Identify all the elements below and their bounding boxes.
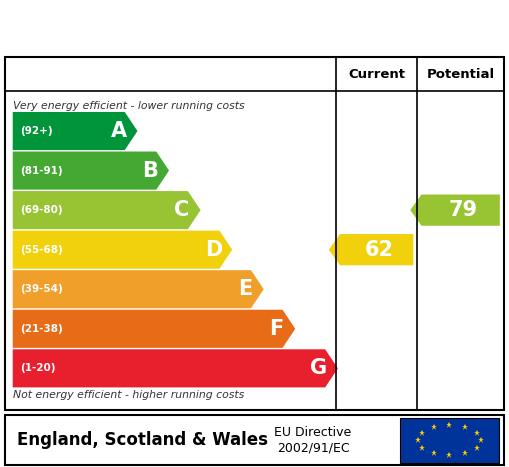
Text: A: A bbox=[110, 121, 127, 141]
Text: (39-54): (39-54) bbox=[20, 284, 63, 294]
Polygon shape bbox=[13, 270, 264, 308]
Text: (81-91): (81-91) bbox=[20, 166, 63, 176]
Text: Potential: Potential bbox=[427, 68, 495, 81]
Text: (21-38): (21-38) bbox=[20, 324, 63, 334]
Text: E: E bbox=[238, 279, 252, 299]
Polygon shape bbox=[13, 310, 295, 348]
Text: 62: 62 bbox=[365, 240, 393, 260]
Text: C: C bbox=[174, 200, 189, 220]
Polygon shape bbox=[13, 151, 169, 190]
Text: D: D bbox=[205, 240, 222, 260]
Text: Current: Current bbox=[348, 68, 405, 81]
Polygon shape bbox=[13, 191, 201, 229]
Polygon shape bbox=[410, 194, 500, 226]
Text: Not energy efficient - higher running costs: Not energy efficient - higher running co… bbox=[13, 389, 244, 400]
Text: (1-20): (1-20) bbox=[20, 363, 56, 373]
Text: (92+): (92+) bbox=[20, 126, 53, 136]
Text: 79: 79 bbox=[448, 200, 478, 220]
Text: (69-80): (69-80) bbox=[20, 205, 63, 215]
Text: Energy Efficiency Rating: Energy Efficiency Rating bbox=[92, 15, 417, 39]
Polygon shape bbox=[13, 231, 232, 269]
Text: B: B bbox=[143, 161, 158, 181]
Text: G: G bbox=[310, 358, 328, 378]
Text: England, Scotland & Wales: England, Scotland & Wales bbox=[17, 431, 268, 449]
Text: Very energy efficient - lower running costs: Very energy efficient - lower running co… bbox=[13, 101, 244, 111]
Polygon shape bbox=[329, 234, 413, 265]
Text: EU Directive
2002/91/EC: EU Directive 2002/91/EC bbox=[274, 426, 352, 454]
Bar bbox=[400, 417, 499, 463]
Text: F: F bbox=[269, 319, 284, 339]
Polygon shape bbox=[13, 112, 137, 150]
Text: (55-68): (55-68) bbox=[20, 245, 63, 255]
Polygon shape bbox=[13, 349, 338, 388]
